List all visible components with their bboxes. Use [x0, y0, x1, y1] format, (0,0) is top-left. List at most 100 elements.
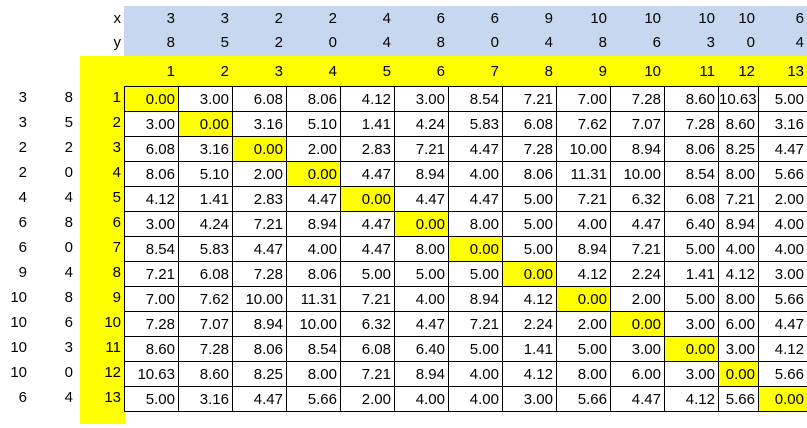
diagonal-distance-cell: 0.00: [719, 362, 759, 387]
distance-cell: 4.47: [449, 137, 503, 162]
distance-cell: 3.16: [179, 387, 233, 412]
distance-cell: 8.54: [449, 87, 503, 112]
distance-cell: 3.00: [665, 362, 719, 387]
x-value-cell: 3: [220, 10, 229, 27]
distance-cell: 5.00: [503, 187, 557, 212]
distance-cell: 5.10: [287, 112, 341, 137]
distance-cell: 10.63: [125, 362, 179, 387]
distance-cell: 7.21: [557, 187, 611, 212]
y-value-cell: 8: [598, 34, 607, 51]
row-index-cell: 11: [105, 339, 121, 356]
row-y-value: 3: [64, 339, 73, 356]
distance-cell: 5.83: [179, 237, 233, 262]
distance-cell: 5.66: [557, 387, 611, 412]
column-index-cell: 8: [544, 63, 553, 80]
distance-cell: 5.00: [557, 337, 611, 362]
distance-cell: 1.41: [179, 187, 233, 212]
row-y-value: 8: [64, 214, 73, 231]
distance-cell: 3.00: [665, 312, 719, 337]
distance-cell: 4.47: [395, 187, 449, 212]
distance-cell: 10.00: [611, 162, 665, 187]
distance-cell: 7.21: [503, 87, 557, 112]
distance-cell: 8.25: [233, 362, 287, 387]
distance-cell: 10.63: [719, 87, 759, 112]
distance-cell: 5.66: [287, 387, 341, 412]
row-index-cell: 2: [112, 114, 121, 131]
distance-cell: 7.21: [233, 212, 287, 237]
column-index-cell: 5: [382, 63, 391, 80]
distance-cell: 7.62: [179, 287, 233, 312]
distance-cell: 11.31: [557, 162, 611, 187]
distance-cell: 4.12: [341, 87, 395, 112]
distance-cell: 4.12: [557, 262, 611, 287]
distance-cell: 8.06: [233, 337, 287, 362]
row-x-value: 4: [18, 189, 27, 206]
x-value-cell: 2: [328, 10, 337, 27]
distance-cell: 8.00: [719, 162, 759, 187]
distance-cell: 5.00: [665, 237, 719, 262]
y-value-cell: 2: [274, 34, 283, 51]
row-index-cell: 6: [112, 214, 121, 231]
distance-cell: 8.54: [665, 162, 719, 187]
distance-cell: 8.94: [557, 237, 611, 262]
row-x-value: 3: [18, 114, 27, 131]
diagonal-distance-cell: 0.00: [287, 162, 341, 187]
distance-cell: 7.28: [665, 112, 719, 137]
column-index-cell: 11: [699, 63, 715, 80]
distance-cell: 7.21: [449, 312, 503, 337]
distance-cell: 3.00: [611, 337, 665, 362]
distance-cell: 4.00: [449, 387, 503, 412]
distance-cell: 8.94: [449, 287, 503, 312]
distance-cell: 8.60: [665, 87, 719, 112]
x-value-cell: 6: [436, 10, 445, 27]
row-index-band: [80, 56, 125, 424]
distance-cell: 4.47: [449, 187, 503, 212]
distance-cell: 4.12: [665, 387, 719, 412]
distance-cell: 7.21: [395, 137, 449, 162]
distance-cell: 10.00: [233, 287, 287, 312]
distance-cell: 3.00: [395, 87, 449, 112]
distance-cell: 4.24: [395, 112, 449, 137]
distance-cell: 8.60: [125, 337, 179, 362]
distance-cell: 7.28: [503, 137, 557, 162]
column-index-cell: 3: [274, 63, 283, 80]
diagonal-distance-cell: 0.00: [341, 187, 395, 212]
distance-cell: 7.28: [233, 262, 287, 287]
distance-cell: 5.66: [719, 387, 759, 412]
row-y-value: 5: [64, 114, 73, 131]
row-index-cell: 5: [112, 189, 121, 206]
distance-cell: 4.00: [449, 162, 503, 187]
distance-cell: 8.54: [287, 337, 341, 362]
distance-cell: 5.66: [759, 162, 807, 187]
y-value-cell: 5: [220, 34, 229, 51]
distance-cell: 8.06: [503, 162, 557, 187]
distance-cell: 8.60: [719, 112, 759, 137]
column-index-cell: 7: [490, 63, 499, 80]
distance-cell: 4.00: [759, 237, 807, 262]
row-y-value: 2: [64, 139, 73, 156]
distance-cell: 4.47: [233, 387, 287, 412]
diagonal-distance-cell: 0.00: [611, 312, 665, 337]
row-y-value: 4: [64, 389, 73, 406]
distance-cell: 4.12: [759, 337, 807, 362]
distance-cell: 6.32: [611, 187, 665, 212]
distance-cell: 6.08: [341, 337, 395, 362]
distance-cell: 5.00: [449, 337, 503, 362]
distance-cell: 4.47: [759, 312, 807, 337]
row-y-value: 4: [64, 189, 73, 206]
row-y-value: 8: [64, 289, 73, 306]
x-value-cell: 6: [490, 10, 499, 27]
column-index-cell: 4: [328, 63, 337, 80]
column-index-cell: 13: [787, 63, 804, 80]
distance-cell: 10.00: [557, 137, 611, 162]
distance-cell: 2.00: [287, 137, 341, 162]
distance-cell: 8.94: [233, 312, 287, 337]
distance-cell: 6.40: [665, 212, 719, 237]
y-value-cell: 4: [795, 34, 804, 51]
x-value-cell: 3: [166, 10, 175, 27]
diagonal-distance-cell: 0.00: [759, 387, 807, 412]
distance-cell: 6.08: [665, 187, 719, 212]
x-value-cell: 10: [698, 10, 715, 27]
distance-cell: 5.00: [503, 237, 557, 262]
row-index-cell: 7: [112, 239, 121, 256]
